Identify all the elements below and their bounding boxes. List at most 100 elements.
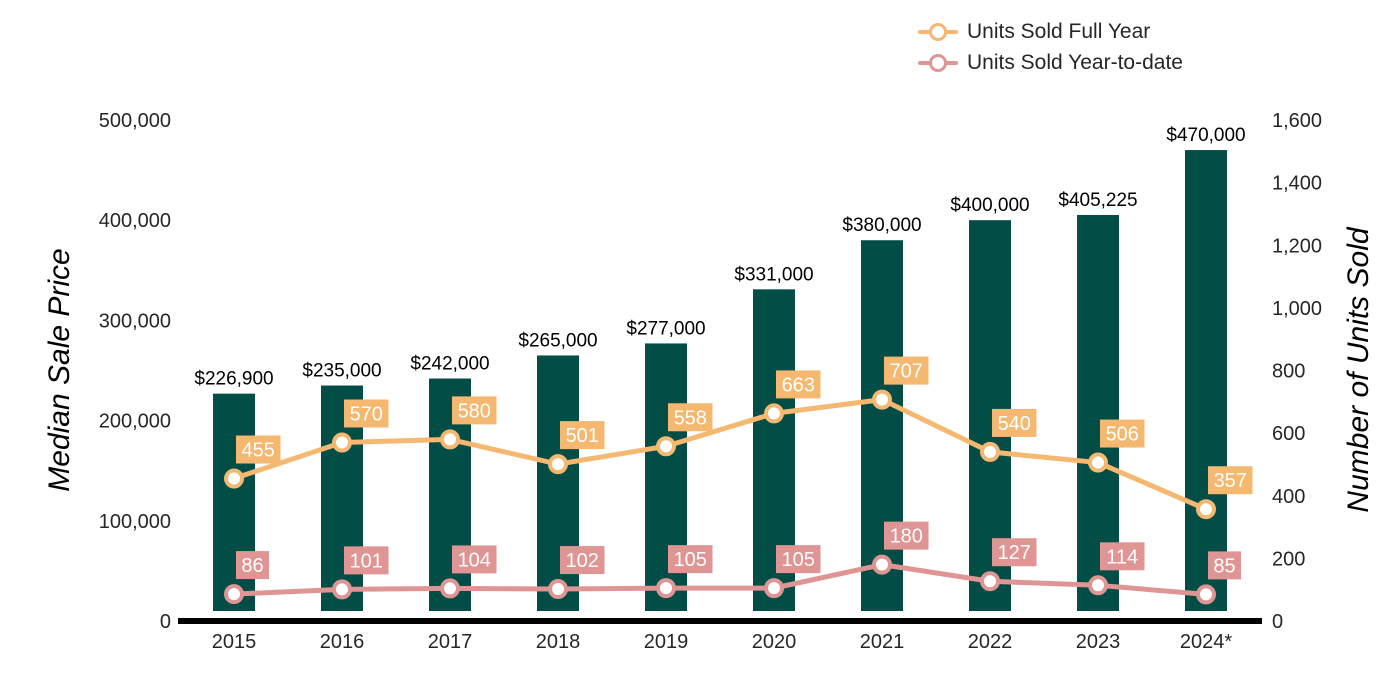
units-label-box-ytd: [560, 546, 605, 575]
units-label-box-full-year: [560, 421, 605, 450]
left-axis-title: Median Sale Price: [43, 248, 76, 491]
units-label-ytd: 114: [1106, 546, 1138, 568]
units-label-full-year: 663: [782, 374, 815, 396]
units-label-box-full-year: [1208, 466, 1253, 495]
units-marker-ytd: [1088, 575, 1108, 596]
x-tick-label: 2017: [428, 631, 473, 653]
units-label-box-ytd: [1100, 542, 1145, 571]
units-label-box-ytd: [452, 545, 497, 574]
units-marker-ytd: [764, 578, 784, 599]
price-bar-label: $470,000: [1166, 125, 1245, 146]
units-label-box-ytd: [1208, 551, 1241, 580]
units-marker-full-year: [872, 389, 892, 410]
units-label-ytd: 105: [782, 549, 815, 571]
units-marker-full-year: [332, 432, 352, 453]
units-marker-full-year: [764, 403, 784, 424]
units-marker-ytd: [980, 571, 1000, 592]
right-axis-title-group: Number of Units Sold: [1342, 226, 1375, 512]
units-label-box-full-year: [344, 399, 389, 428]
right-axis-title: Number of Units Sold: [1342, 226, 1375, 512]
y-right-tick-label: 1,400: [1272, 173, 1322, 195]
units-line-full-year: [231, 397, 1209, 512]
y-right-tick-label: 400: [1272, 486, 1305, 508]
y-right-tick-label: 600: [1272, 423, 1305, 445]
units-marker-ytd: [656, 578, 676, 599]
y-right-tick-label: 800: [1272, 361, 1305, 383]
y-left-tick-label: 300,000: [99, 310, 171, 332]
units-label-ytd: 104: [458, 549, 491, 571]
units-label-full-year: 570: [350, 404, 383, 426]
y-right-tick-label: 0: [1272, 611, 1283, 633]
y-right-tick-label: 1,600: [1272, 110, 1322, 132]
units-label-full-year: 501: [566, 425, 599, 447]
x-tick-label: 2019: [644, 631, 689, 653]
x-tick-label: 2020: [752, 631, 797, 653]
price-bar-label: $277,000: [626, 318, 705, 339]
y-left-tick-label: 0: [160, 611, 171, 633]
y-right-tick-label: 1,000: [1272, 298, 1322, 320]
units-label-full-year: 580: [458, 400, 491, 422]
price-bar-label: $405,225: [1058, 190, 1137, 211]
lines-layer: 455 570 580 501 558 663 707 540 506 357 86 101 104 10…: [224, 356, 1253, 605]
units-label-box-full-year: [1100, 419, 1145, 448]
x-tick-label: 2015: [212, 631, 257, 653]
units-label-ytd: 86: [241, 555, 263, 577]
legend-label-full-year: Units Sold Full Year: [967, 20, 1151, 43]
price-bar-label: $235,000: [302, 361, 381, 382]
legend-item-ytd: Units Sold Year-to-date: [918, 49, 1183, 80]
y-left-tick-label: 200,000: [99, 411, 171, 433]
y-right-tick-label: 200: [1272, 548, 1305, 570]
legend-swatch-ytd: [918, 54, 958, 72]
units-marker-ytd: [332, 579, 352, 600]
price-bar-label: $242,000: [410, 354, 489, 375]
price-bar-label: $331,000: [734, 264, 813, 285]
legend-item-full-year: Units Sold Full Year: [918, 18, 1183, 49]
legend: Units Sold Full Year Units Sold Year-to-…: [918, 18, 1183, 80]
y-right-tick-label: 1,200: [1272, 235, 1322, 257]
units-label-box-full-year: [884, 356, 929, 385]
units-label-box-full-year: [452, 396, 497, 425]
units-marker-full-year: [548, 454, 568, 475]
units-label-ytd: 180: [890, 526, 923, 548]
units-label-box-ytd: [884, 521, 929, 550]
y-left-tick-label: 100,000: [99, 511, 171, 533]
x-tick-label: 2016: [320, 631, 365, 653]
units-label-full-year: 455: [242, 440, 275, 462]
units-marker-full-year: [440, 429, 460, 450]
units-label-box-full-year: [776, 370, 821, 399]
units-label-box-full-year: [236, 435, 281, 464]
units-marker-full-year: [1088, 452, 1108, 473]
units-label-ytd: 85: [1213, 555, 1235, 577]
units-marker-full-year: [224, 468, 244, 489]
units-marker-full-year: [980, 441, 1000, 462]
units-label-full-year: 707: [890, 361, 923, 383]
units-label-box-ytd: [344, 546, 389, 575]
units-marker-full-year: [656, 436, 676, 457]
x-tick-label: 2022: [968, 631, 1013, 653]
units-label-full-year: 558: [674, 407, 707, 429]
x-tick-label: 2021: [860, 631, 905, 653]
units-label-ytd: 101: [350, 550, 383, 572]
units-label-box-full-year: [992, 408, 1037, 437]
price-bar-label: $265,000: [518, 330, 597, 351]
units-label-ytd: 102: [566, 550, 599, 572]
price-bar: [1185, 150, 1227, 611]
units-label-full-year: 506: [1106, 424, 1139, 446]
units-label-box-ytd: [668, 545, 713, 574]
units-marker-ytd: [224, 584, 244, 605]
bars-layer: $226,900 $235,000 $242,000 $265,000 $277,000…: [194, 125, 1246, 612]
units-label-full-year: 540: [998, 413, 1031, 435]
price-bar-label: $380,000: [842, 215, 921, 236]
units-label-ytd: 105: [674, 549, 707, 571]
price-bar-label: $226,900: [194, 369, 273, 390]
units-label-full-year: 357: [1214, 470, 1247, 492]
units-label-box-ytd: [776, 545, 821, 574]
x-tick-label: 2018: [536, 631, 581, 653]
units-marker-ytd: [548, 579, 568, 600]
units-marker-full-year: [1196, 499, 1216, 520]
units-marker-ytd: [872, 554, 892, 575]
y-left-tick-label: 400,000: [99, 210, 171, 232]
units-label-box-full-year: [668, 403, 713, 432]
units-line-ytd: [231, 562, 1209, 597]
